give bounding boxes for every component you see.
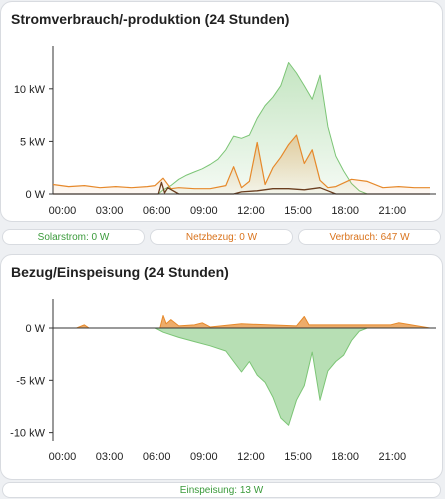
x-tick-label: 09:00 xyxy=(190,451,218,463)
consumption-summary-badge[interactable]: Verbrauch: 647 W xyxy=(298,229,441,245)
feed-in-summary-badge[interactable]: Einspeisung: 13 W xyxy=(2,482,441,498)
y-tick-label: -10 kW xyxy=(10,428,45,440)
x-tick-label: 00:00 xyxy=(49,205,77,217)
x-tick-label: 12:00 xyxy=(237,205,265,217)
y-tick-label: 10 kW xyxy=(14,84,46,96)
solar-summary-text: Solarstrom: 0 W xyxy=(37,232,110,243)
x-tick-label: 03:00 xyxy=(96,205,124,217)
grid-summary-badge[interactable]: Netzbezug: 0 W xyxy=(150,229,293,245)
x-tick-label: 12:00 xyxy=(237,451,265,463)
x-tick-label: 21:00 xyxy=(379,451,407,463)
x-tick-label: 06:00 xyxy=(143,451,171,463)
x-tick-label: 00:00 xyxy=(49,451,77,463)
battery-line xyxy=(53,181,430,195)
x-tick-label: 18:00 xyxy=(331,205,359,217)
grid-summary-text: Netzbezug: 0 W xyxy=(185,232,258,243)
feed-in-summary-text: Einspeisung: 13 W xyxy=(179,485,264,496)
x-tick-label: 03:00 xyxy=(96,451,124,463)
solar-line xyxy=(53,62,430,195)
consumption-line xyxy=(52,134,430,190)
x-tick-label: 06:00 xyxy=(143,205,171,217)
x-tick-label: 15:00 xyxy=(284,205,312,217)
consumption-summary-text: Verbrauch: 647 W xyxy=(329,232,410,243)
grid_import-area xyxy=(53,315,430,329)
consumption-area xyxy=(53,135,430,194)
x-tick-label: 15:00 xyxy=(284,451,312,463)
x-tick-label: 18:00 xyxy=(331,451,359,463)
y-tick-label: -5 kW xyxy=(16,375,45,387)
power-chart-card: Stromverbrauch/-produktion (24 Stunden) … xyxy=(0,1,443,222)
power-chart[interactable]: 0 W 5 kW 10 kW 00:00 03:00 06:00 09:00 12:00 15:… xyxy=(1,2,444,223)
solar-summary-badge[interactable]: Solarstrom: 0 W xyxy=(2,229,145,245)
exchange-chart[interactable]: 0 W -5 kW -10 kW 00:00 03:00 06:00 09:00 12:00 1… xyxy=(1,255,444,481)
x-tick-label: 21:00 xyxy=(379,205,407,217)
x-tick-label: 09:00 xyxy=(190,205,218,217)
y-tick-label: 0 W xyxy=(25,323,45,335)
feed_in-area xyxy=(53,328,430,426)
y-tick-label: 0 W xyxy=(25,189,45,201)
solar-area xyxy=(53,62,430,194)
card-title: Stromverbrauch/-produktion (24 Stunden) xyxy=(11,11,290,27)
y-tick-label: 5 kW xyxy=(20,136,46,148)
card-title: Bezug/Einspeisung (24 Stunden) xyxy=(11,264,229,280)
feed_in-line xyxy=(53,327,430,426)
exchange-chart-card: Bezug/Einspeisung (24 Stunden) 0 W -5 kW -… xyxy=(0,254,443,480)
